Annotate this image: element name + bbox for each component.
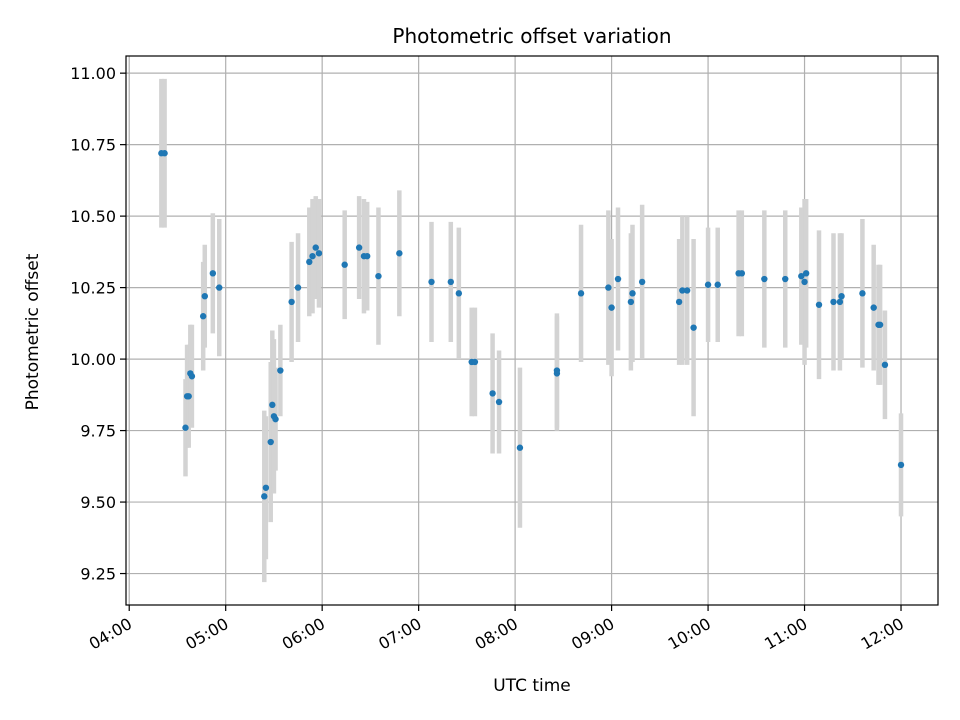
data-point bbox=[201, 292, 208, 300]
y-tick-label: 11.00 bbox=[70, 64, 116, 83]
data-point bbox=[455, 290, 463, 297]
data-point bbox=[683, 287, 691, 294]
data-point bbox=[714, 281, 721, 288]
y-axis-label: Photometric offset bbox=[23, 253, 43, 410]
data-point bbox=[608, 304, 615, 311]
data-point bbox=[306, 258, 313, 266]
data-point bbox=[859, 290, 866, 297]
data-point bbox=[199, 313, 207, 320]
data-point bbox=[267, 438, 274, 446]
data-point bbox=[881, 361, 889, 369]
data-point bbox=[269, 401, 276, 409]
data-point bbox=[629, 290, 636, 297]
data-point bbox=[261, 493, 268, 500]
data-point bbox=[447, 278, 454, 286]
data-point bbox=[830, 298, 837, 306]
data-point bbox=[341, 261, 348, 268]
data-point bbox=[495, 398, 503, 406]
data-point bbox=[675, 298, 683, 306]
data-point bbox=[870, 304, 877, 311]
data-point bbox=[294, 284, 302, 291]
data-point bbox=[815, 301, 823, 308]
chart-title: Photometric offset variation bbox=[392, 24, 671, 48]
data-point bbox=[553, 367, 561, 374]
data-point bbox=[375, 272, 382, 280]
data-point bbox=[738, 270, 746, 277]
data-point bbox=[309, 252, 316, 260]
data-point bbox=[315, 250, 323, 257]
data-point bbox=[836, 298, 844, 306]
data-point bbox=[782, 275, 789, 283]
data-point bbox=[690, 324, 697, 331]
data-point bbox=[761, 275, 768, 283]
y-tick-label: 10.75 bbox=[70, 136, 116, 155]
data-point bbox=[363, 252, 371, 260]
data-point bbox=[876, 321, 884, 328]
data-point bbox=[627, 298, 635, 306]
plot-area-frame bbox=[125, 55, 939, 606]
data-point bbox=[272, 415, 279, 423]
data-point bbox=[704, 281, 712, 288]
data-point bbox=[428, 278, 435, 286]
y-tick-label: 10.00 bbox=[70, 350, 116, 369]
data-point bbox=[638, 278, 646, 286]
y-tick-label: 9.25 bbox=[80, 565, 116, 584]
y-axis-ticks: 9.25 9.50 9.75 10.00 10.25 10.50 10.75 11.00 bbox=[70, 64, 126, 584]
y-tick-label: 10.25 bbox=[70, 279, 116, 298]
data-point bbox=[802, 270, 810, 277]
data-point bbox=[188, 373, 196, 380]
data-point bbox=[471, 358, 479, 366]
data-point bbox=[396, 250, 403, 257]
data-point bbox=[277, 367, 284, 374]
data-point bbox=[605, 284, 612, 291]
y-tick-label: 9.75 bbox=[80, 422, 116, 441]
data-point bbox=[185, 393, 192, 400]
data-point bbox=[897, 461, 905, 469]
data-point bbox=[489, 390, 496, 397]
data-point bbox=[516, 444, 524, 451]
data-point bbox=[262, 484, 270, 491]
data-point bbox=[801, 278, 808, 286]
data-point bbox=[679, 287, 686, 294]
data-point bbox=[614, 275, 622, 283]
data-point bbox=[312, 244, 319, 251]
y-tick-label: 9.50 bbox=[80, 493, 116, 512]
data-point bbox=[161, 150, 168, 157]
data-point bbox=[182, 424, 189, 431]
data-point bbox=[209, 270, 217, 277]
data-point bbox=[798, 272, 805, 280]
data-point bbox=[216, 284, 223, 291]
data-point bbox=[838, 292, 845, 300]
data-points bbox=[158, 150, 905, 500]
y-tick-label: 10.50 bbox=[70, 207, 116, 226]
data-point bbox=[577, 290, 585, 297]
data-point bbox=[355, 244, 363, 251]
x-axis-label: UTC time bbox=[493, 676, 571, 696]
data-point bbox=[288, 298, 295, 306]
